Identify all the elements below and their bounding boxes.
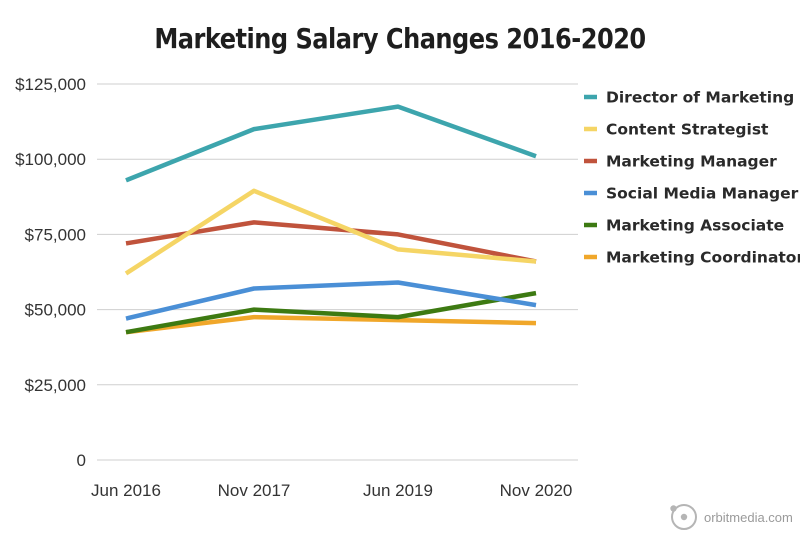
series-line-social-media-manager <box>125 280 537 321</box>
y-axis-ticks: 0 $25,000 $50,000 $75,000 $100,000 $125,000 <box>15 75 86 470</box>
y-tick-label: $100,000 <box>15 150 86 169</box>
watermark-text: orbitmedia.com <box>704 510 793 525</box>
legend-item: Marketing Associate <box>584 217 784 235</box>
legend-label: Social Media Manager <box>606 185 799 203</box>
legend-label: Marketing Coordinator <box>606 249 800 267</box>
y-tick-label: 0 <box>77 451 86 470</box>
legend-item: Marketing Coordinator <box>584 249 800 267</box>
legend-item: Director of Marketing <box>584 89 794 107</box>
series-line-content-strategist <box>124 188 537 276</box>
legend-item: Social Media Manager <box>584 185 799 203</box>
y-tick-label: $125,000 <box>15 75 86 94</box>
legend-label: Director of Marketing <box>606 89 794 107</box>
x-tick-label: Nov 2020 <box>500 481 573 500</box>
legend-item: Content Strategist <box>584 121 769 139</box>
y-tick-label: $50,000 <box>25 301 86 320</box>
legend-label: Content Strategist <box>606 121 769 139</box>
x-tick-label: Jun 2019 <box>363 481 433 500</box>
watermark: orbitmedia.com <box>670 504 793 530</box>
series-line-director-of-marketing <box>125 104 537 183</box>
legend-label: Marketing Associate <box>606 217 784 235</box>
series-line-marketing-associate <box>125 290 537 335</box>
y-tick-label: $75,000 <box>25 225 86 244</box>
y-tick-label: $25,000 <box>25 376 86 395</box>
legend-label: Marketing Manager <box>606 153 777 171</box>
legend: Director of Marketing Content Strategist M… <box>584 89 800 267</box>
series-lines <box>124 104 537 335</box>
legend-item: Marketing Manager <box>584 153 777 171</box>
x-axis-ticks: Jun 2016 Nov 2017 Jun 2019 Nov 2020 <box>91 481 572 500</box>
series-line-marketing-coordinator <box>125 314 537 335</box>
x-tick-label: Jun 2016 <box>91 481 161 500</box>
chart-title: Marketing Salary Changes 2016-2020 <box>154 22 646 55</box>
orbit-logo-icon <box>670 504 697 530</box>
x-tick-label: Nov 2017 <box>218 481 291 500</box>
grid-lines <box>97 83 578 461</box>
